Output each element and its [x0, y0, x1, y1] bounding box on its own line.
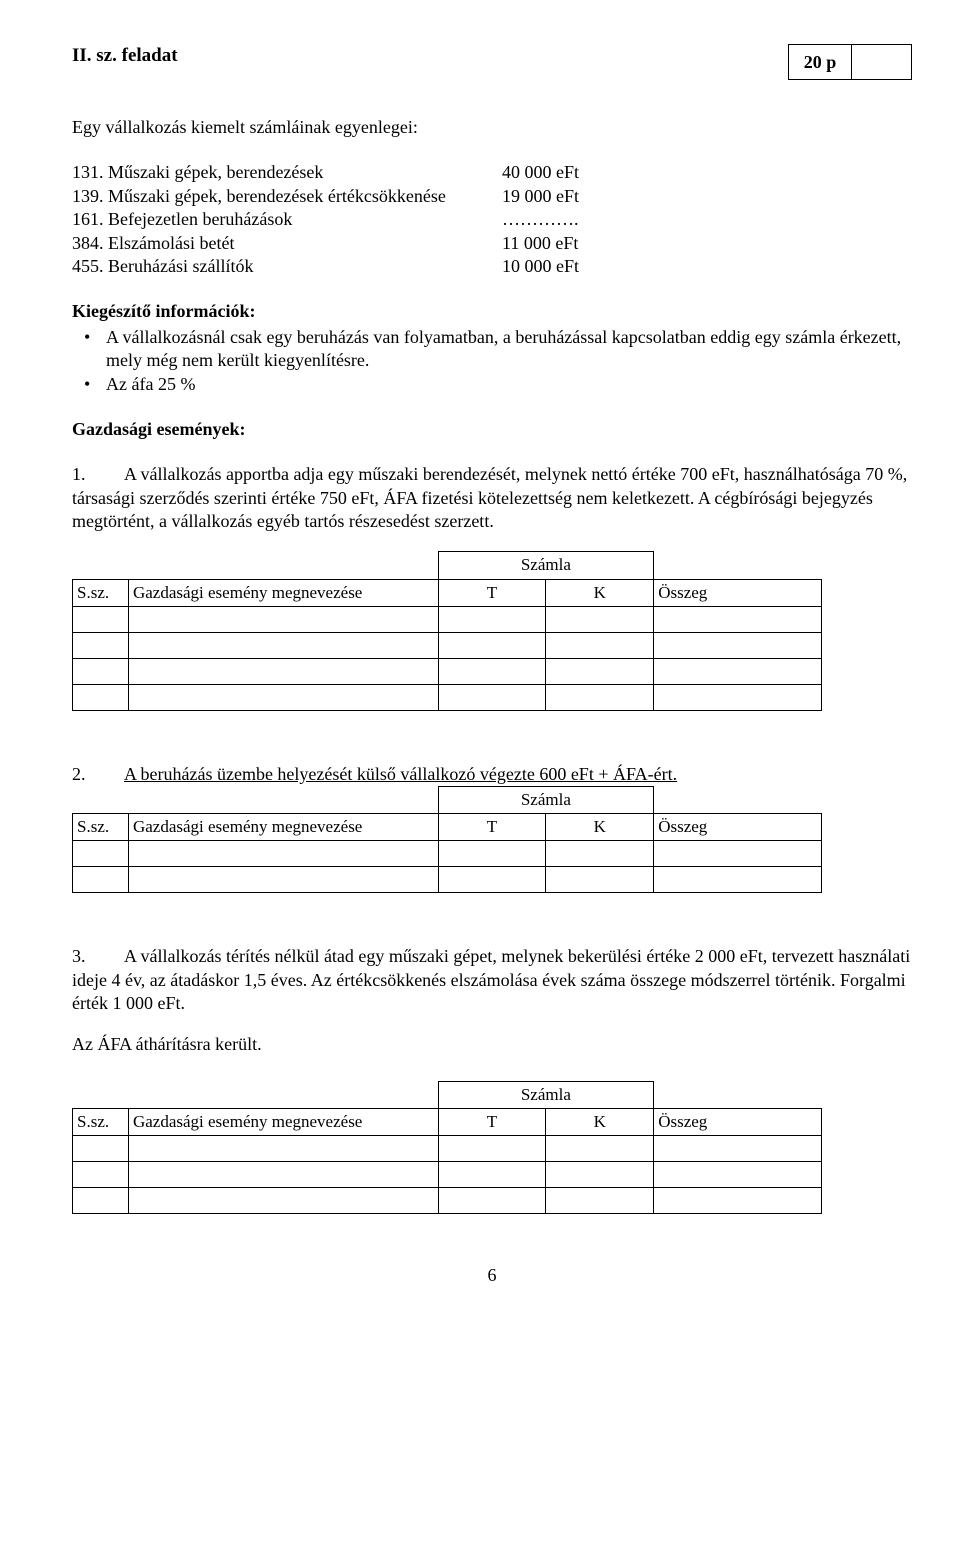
- score-points: 20 p: [788, 44, 852, 80]
- table-row: [73, 632, 822, 658]
- event-block: 2.A beruházás üzembe helyezését külső vá…: [72, 763, 912, 894]
- table-row: [73, 684, 822, 710]
- table-row: [73, 1135, 822, 1161]
- page-number: 6: [72, 1264, 912, 1287]
- th-szamla: Számla: [438, 1081, 654, 1108]
- supp-item: A vállalkozásnál csak egy beruházás van …: [72, 326, 912, 373]
- account-row: 384. Elszámolási betét11 000 eFt: [72, 232, 912, 255]
- account-label: 161. Befejezetlen beruházások: [72, 208, 502, 231]
- th-name: Gazdasági esemény megnevezése: [128, 1108, 438, 1135]
- table-row: [73, 606, 822, 632]
- th-ssz: S.sz.: [73, 814, 129, 841]
- account-value: 19 000 eFt: [502, 185, 912, 208]
- th-k: K: [546, 1108, 654, 1135]
- account-value: 11 000 eFt: [502, 232, 912, 255]
- th-ssz: S.sz.: [73, 1108, 129, 1135]
- score-boxes: 20 p: [788, 44, 912, 80]
- th-szamla: Számla: [438, 787, 654, 814]
- table-row: [73, 867, 822, 893]
- score-empty: [852, 44, 912, 80]
- supp-item: Az áfa 25 %: [72, 373, 912, 396]
- th-name: Gazdasági esemény megnevezése: [128, 814, 438, 841]
- account-value: 40 000 eFt: [502, 161, 912, 184]
- th-t: T: [438, 814, 546, 841]
- table-row: [73, 841, 822, 867]
- events-title: Gazdasági események:: [72, 418, 912, 441]
- th-szamla: Számla: [438, 552, 654, 579]
- account-row: 455. Beruházási szállítók10 000 eFt: [72, 255, 912, 278]
- event-tail: Az ÁFA áthárításra került.: [72, 1033, 912, 1056]
- entry-table: Számla S.sz.Gazdasági esemény megnevezése…: [72, 786, 822, 893]
- account-row: 131. Műszaki gépek, berendezések40 000 e…: [72, 161, 912, 184]
- th-t: T: [438, 579, 546, 606]
- th-sum: Összeg: [654, 814, 822, 841]
- event-block: 3.A vállalkozás térítés nélkül átad egy …: [72, 945, 912, 1214]
- account-label: 455. Beruházási szállítók: [72, 255, 502, 278]
- account-row: 139. Műszaki gépek, berendezések értékcs…: [72, 185, 912, 208]
- table-row: [73, 1161, 822, 1187]
- event-block: 1.A vállalkozás apportba adja egy műszak…: [72, 463, 912, 710]
- account-label: 139. Műszaki gépek, berendezések értékcs…: [72, 185, 502, 208]
- entry-table: Számla S.sz.Gazdasági esemény megnevezése…: [72, 551, 822, 710]
- account-value: 10 000 eFt: [502, 255, 912, 278]
- th-t: T: [438, 1108, 546, 1135]
- table-row: [73, 1187, 822, 1213]
- account-list: 131. Műszaki gépek, berendezések40 000 e…: [72, 161, 912, 278]
- event-text: 3.A vállalkozás térítés nélkül átad egy …: [72, 945, 912, 1015]
- event-number: 1.: [72, 463, 124, 486]
- event-text: 1.A vállalkozás apportba adja egy műszak…: [72, 463, 912, 533]
- th-k: K: [546, 579, 654, 606]
- th-sum: Összeg: [654, 1108, 822, 1135]
- task-title: II. sz. feladat: [72, 44, 788, 69]
- event-underlined: A beruházás üzembe helyezését külső váll…: [124, 764, 677, 784]
- supp-title: Kiegészítő információk:: [72, 300, 912, 323]
- th-k: K: [546, 814, 654, 841]
- th-name: Gazdasági esemény megnevezése: [128, 579, 438, 606]
- event-number: 3.: [72, 945, 124, 968]
- account-label: 131. Műszaki gépek, berendezések: [72, 161, 502, 184]
- intro-text: Egy vállalkozás kiemelt számláinak egyen…: [72, 116, 912, 139]
- event-number: 2.: [72, 763, 124, 786]
- table-row: [73, 658, 822, 684]
- supplementary-info: Kiegészítő információk: A vállalkozásnál…: [72, 300, 912, 396]
- account-row: 161. Befejezetlen beruházások………….: [72, 208, 912, 231]
- event-text: 2.A beruházás üzembe helyezését külső vá…: [72, 763, 912, 786]
- account-value: ………….: [502, 208, 912, 231]
- th-sum: Összeg: [654, 579, 822, 606]
- entry-table: Számla S.sz.Gazdasági esemény megnevezése…: [72, 1081, 822, 1214]
- account-label: 384. Elszámolási betét: [72, 232, 502, 255]
- th-ssz: S.sz.: [73, 579, 129, 606]
